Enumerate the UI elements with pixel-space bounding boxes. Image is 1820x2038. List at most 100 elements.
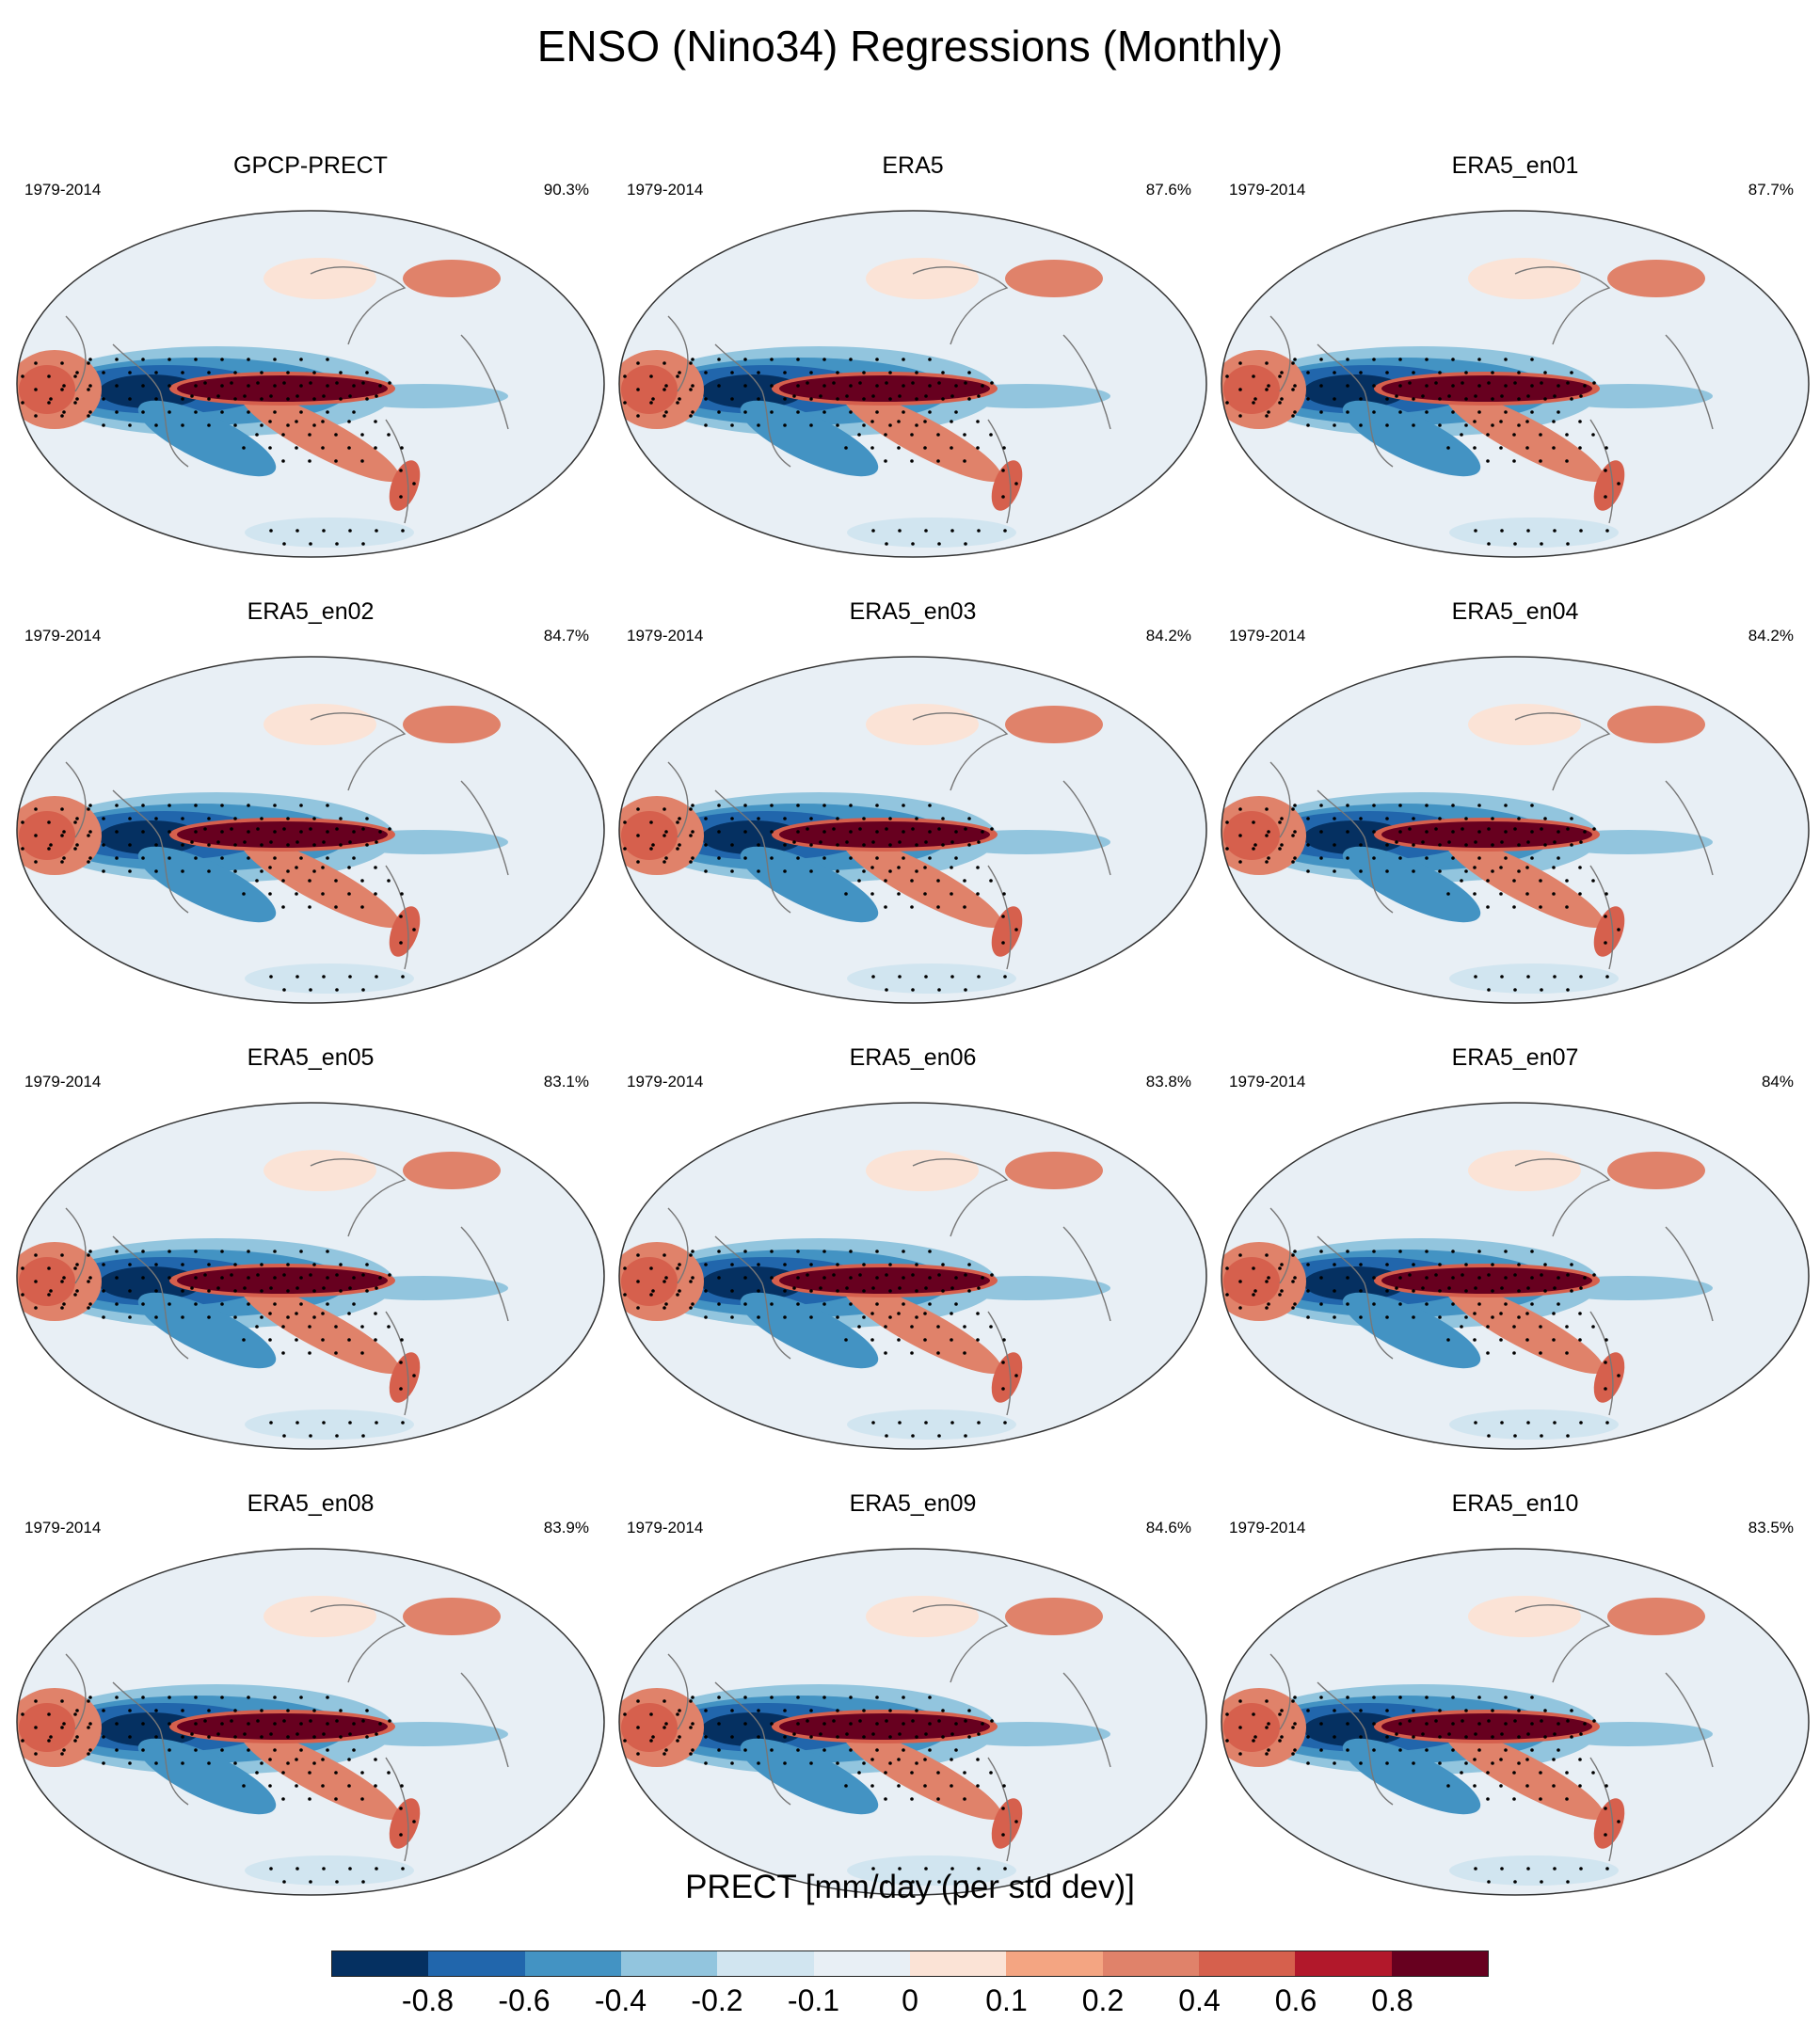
panel-pattern-correlation: 83.8%	[1145, 1073, 1191, 1091]
south-pacific-dry-band	[740, 1292, 879, 1369]
atlantic-east-coast	[1665, 334, 1714, 430]
colorbar-tick-label: 0.2	[1081, 1983, 1125, 2017]
southern-ocean-dry	[1449, 517, 1619, 548]
atlantic-east-coast	[1665, 1672, 1714, 1768]
panel-pattern-correlation: 84.2%	[1748, 627, 1794, 645]
north-atlantic-anomaly	[403, 706, 501, 743]
panel-period: 1979-2014	[1229, 181, 1306, 199]
africa-coast	[667, 315, 689, 392]
panel-period: 1979-2014	[1229, 1519, 1306, 1536]
asia-australia-coast	[1317, 343, 1394, 468]
panel-period: 1979-2014	[627, 181, 704, 199]
equatorial-wet-core	[177, 821, 388, 848]
colorbar-box	[909, 1951, 1007, 1976]
africa-coast	[65, 1653, 87, 1730]
equatorial-wet-core	[177, 1267, 388, 1294]
significance-stippling	[21, 1250, 416, 1438]
asia-australia-coast	[112, 1235, 189, 1360]
southern-ocean-dry	[847, 1855, 1016, 1886]
north-america-coast	[912, 1604, 1009, 1683]
equatorial-wet-core	[1381, 1267, 1592, 1294]
north-america-coast	[1514, 1604, 1611, 1683]
south-atlantic-wet	[1593, 906, 1625, 957]
southern-ocean-dry	[847, 517, 1016, 548]
indian-ocean-wet-core	[1223, 811, 1280, 860]
south-atlantic-wet	[389, 1352, 421, 1403]
equatorial-wet-core	[1381, 1713, 1592, 1740]
spcz-wet-band	[842, 837, 1002, 928]
map-panel: ERA5_en10 1979-2014 83.5%	[1214, 1489, 1816, 1903]
map-panel: ERA5_en09 1979-2014 84.6%	[612, 1489, 1214, 1903]
north-atlantic-anomaly	[1607, 1152, 1705, 1189]
panel-period: 1979-2014	[627, 1073, 704, 1091]
panel-pattern-correlation: 83.9%	[543, 1519, 589, 1536]
equatorial-wet-core	[779, 375, 990, 402]
north-atlantic-anomaly	[403, 260, 501, 297]
africa-coast	[65, 1207, 87, 1284]
south-pacific-dry-band	[1342, 846, 1481, 923]
north-pacific-band	[263, 1596, 376, 1637]
colorbar-tick-label: -0.6	[498, 1983, 551, 2017]
north-pacific-band	[1468, 704, 1581, 745]
asia-australia-coast	[714, 1235, 791, 1360]
panel-period: 1979-2014	[627, 1519, 704, 1536]
asia-australia-coast	[1317, 1235, 1394, 1360]
southern-ocean-dry	[245, 1855, 414, 1886]
southern-ocean-dry	[245, 963, 414, 994]
regression-map	[618, 656, 1207, 1004]
equatorial-wet-core	[779, 821, 990, 848]
south-atlantic-wet	[991, 460, 1023, 511]
southern-ocean-dry	[1449, 963, 1619, 994]
map-panel: ERA5_en05 1979-2014 83.1%	[9, 1043, 612, 1457]
south-atlantic-wet	[1593, 460, 1625, 511]
south-america-coast	[385, 1311, 409, 1416]
spcz-wet-band	[1445, 1283, 1604, 1374]
panel-period: 1979-2014	[24, 181, 102, 199]
south-pacific-dry-band	[740, 846, 879, 923]
colorbar-box	[332, 1951, 429, 1976]
spcz-wet-band	[842, 391, 1002, 482]
panel-pattern-correlation: 84.6%	[1145, 1519, 1191, 1536]
map-outline	[1221, 1548, 1810, 1896]
southern-ocean-dry	[1449, 1409, 1619, 1440]
regression-map	[618, 1548, 1207, 1896]
figure-title: ENSO (Nino34) Regressions (Monthly)	[536, 22, 1284, 71]
south-pacific-dry-band	[740, 1738, 879, 1815]
panel-title: ERA5_en05	[247, 1044, 375, 1071]
atlantic-east-coast	[460, 1226, 509, 1322]
south-pacific-dry-band	[137, 1292, 277, 1369]
north-america-coast	[912, 712, 1009, 791]
south-america-coast	[1589, 419, 1614, 524]
north-pacific-band	[866, 258, 979, 299]
spcz-wet-band	[240, 1283, 400, 1374]
south-atlantic-wet	[389, 1798, 421, 1849]
south-atlantic-wet	[389, 906, 421, 957]
south-atlantic-wet	[389, 460, 421, 511]
asia-australia-coast	[714, 1681, 791, 1806]
asia-australia-coast	[1317, 789, 1394, 914]
south-america-coast	[1589, 1311, 1614, 1416]
africa-coast	[1269, 761, 1291, 838]
north-america-coast	[912, 1158, 1009, 1237]
south-america-coast	[1589, 1757, 1614, 1862]
regression-map	[16, 656, 605, 1004]
panel-pattern-correlation: 90.3%	[543, 181, 589, 199]
map-panel: ERA5_en07 1979-2014 84%	[1214, 1043, 1816, 1457]
map-outline	[618, 1548, 1207, 1896]
map-outline	[1221, 656, 1810, 1004]
equatorial-wet-core	[177, 375, 388, 402]
south-america-coast	[385, 865, 409, 970]
indian-ocean-wet-core	[19, 1257, 75, 1306]
colorbar-title: PRECT [mm/day (per std dev)]	[685, 1869, 1135, 1905]
panel-title: ERA5_en01	[1451, 152, 1579, 179]
north-america-coast	[310, 1158, 407, 1237]
north-america-coast	[1514, 1158, 1611, 1237]
indian-ocean-wet-core	[19, 1703, 75, 1752]
map-panel: ERA5_en06 1979-2014 83.8%	[612, 1043, 1214, 1457]
colorbar-box	[524, 1951, 621, 1976]
map-outline	[16, 210, 605, 558]
southern-ocean-dry	[847, 963, 1016, 994]
north-america-coast	[1514, 712, 1611, 791]
panel-title: ERA5_en02	[247, 598, 375, 625]
south-america-coast	[987, 419, 1012, 524]
